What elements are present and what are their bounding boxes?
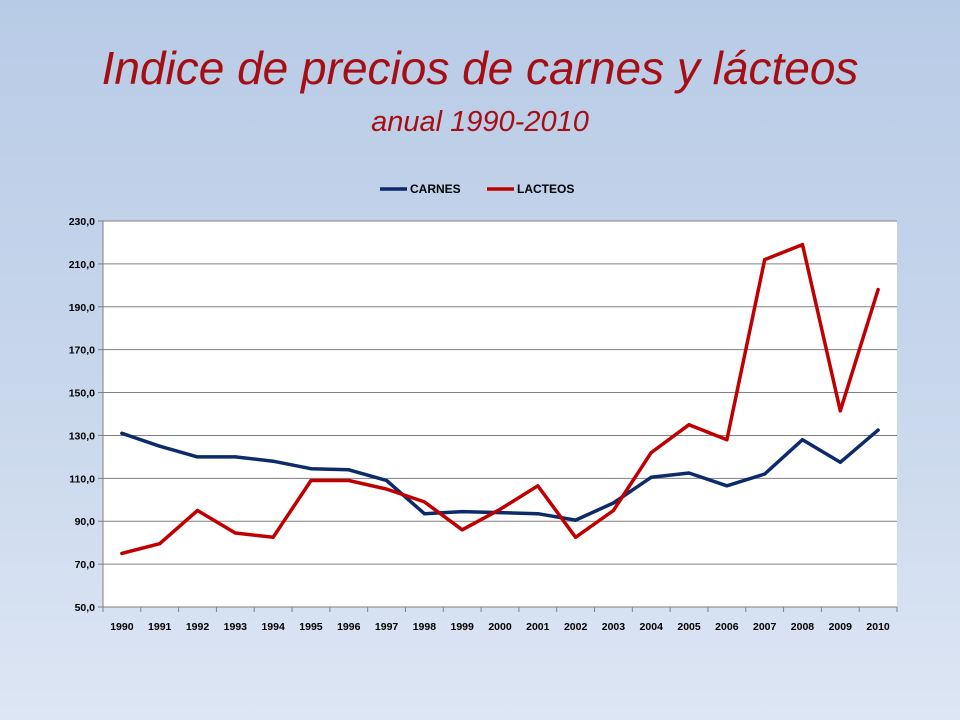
- x-tick-label: 2004: [640, 621, 664, 633]
- x-tick-label: 2001: [526, 621, 550, 633]
- x-tick-label: 2010: [866, 621, 890, 633]
- legend-label-lacteos: LACTEOS: [517, 182, 574, 196]
- data-point-lacteos: [649, 451, 653, 455]
- data-point-lacteos: [422, 500, 426, 504]
- data-point-carnes: [725, 484, 729, 488]
- x-tick-label: 2005: [677, 621, 701, 633]
- data-point-carnes: [649, 475, 653, 479]
- x-tick-label: 1993: [224, 621, 248, 633]
- data-point-lacteos: [536, 484, 540, 488]
- data-point-carnes: [838, 460, 842, 464]
- data-point-lacteos: [347, 478, 351, 483]
- x-tick-label: 2006: [715, 621, 739, 633]
- x-tick-label: 1999: [451, 621, 475, 633]
- data-point-lacteos: [611, 508, 616, 513]
- slide-title: Indice de precios de carnes y lácteos: [101, 42, 859, 94]
- x-tick-label: 1990: [110, 621, 134, 633]
- data-point-lacteos: [574, 535, 578, 539]
- y-tick-label: 230,0: [69, 216, 95, 228]
- data-point-lacteos: [498, 507, 502, 512]
- data-point-lacteos: [195, 508, 200, 513]
- x-tick-label: 2007: [753, 621, 777, 633]
- data-point-lacteos: [763, 258, 767, 262]
- data-point-carnes: [195, 455, 200, 459]
- data-point-lacteos: [876, 288, 880, 292]
- data-point-lacteos: [309, 478, 313, 483]
- x-tick-label: 1995: [299, 621, 323, 633]
- data-point-carnes: [800, 438, 805, 442]
- data-point-lacteos: [384, 487, 389, 491]
- y-tick-label: 50,0: [75, 602, 96, 614]
- data-point-carnes: [611, 501, 616, 505]
- data-point-lacteos: [271, 535, 275, 539]
- data-point-lacteos: [120, 551, 124, 555]
- y-tick-label: 210,0: [69, 259, 95, 271]
- y-tick-label: 170,0: [69, 345, 95, 357]
- data-point-carnes: [120, 431, 124, 435]
- y-tick-label: 190,0: [69, 302, 95, 314]
- x-tick-label: 2002: [564, 621, 588, 633]
- data-point-carnes: [347, 468, 351, 472]
- data-point-carnes: [309, 467, 313, 471]
- x-tick-label: 1994: [261, 621, 285, 633]
- data-point-carnes: [271, 459, 275, 463]
- data-point-carnes: [384, 478, 389, 483]
- y-tick-label: 130,0: [69, 430, 95, 442]
- y-tick-label: 150,0: [69, 388, 95, 400]
- data-point-carnes: [876, 428, 880, 432]
- x-tick-label: 1991: [148, 621, 172, 633]
- data-point-lacteos: [725, 438, 729, 442]
- data-point-lacteos: [687, 423, 691, 427]
- data-point-carnes: [763, 472, 767, 476]
- legend-label-carnes: CARNES: [410, 182, 461, 196]
- y-tick-label: 70,0: [75, 559, 96, 571]
- data-point-lacteos: [158, 542, 162, 546]
- y-tick-label: 110,0: [69, 473, 95, 485]
- x-tick-label: 1998: [413, 621, 437, 633]
- x-tick-label: 2000: [488, 621, 512, 633]
- x-tick-label: 2003: [602, 621, 626, 633]
- data-point-carnes: [574, 518, 578, 522]
- data-point-carnes: [233, 455, 237, 459]
- data-point-lacteos: [233, 531, 237, 535]
- x-tick-label: 2009: [829, 621, 853, 633]
- data-point-lacteos: [838, 409, 842, 413]
- x-tick-label: 1992: [186, 621, 210, 633]
- x-tick-label: 1996: [337, 621, 361, 633]
- data-point-carnes: [498, 511, 502, 515]
- data-point-carnes: [158, 444, 162, 448]
- data-point-carnes: [422, 512, 426, 516]
- x-tick-label: 2008: [791, 621, 815, 633]
- y-tick-label: 90,0: [75, 516, 96, 528]
- x-tick-label: 1997: [375, 621, 399, 633]
- data-point-carnes: [687, 471, 691, 475]
- data-point-carnes: [536, 512, 540, 516]
- data-point-carnes: [460, 509, 464, 514]
- slide-subtitle: anual 1990-2010: [371, 106, 589, 138]
- data-point-lacteos: [800, 242, 805, 247]
- plot-area: [103, 221, 897, 607]
- data-point-lacteos: [460, 528, 464, 532]
